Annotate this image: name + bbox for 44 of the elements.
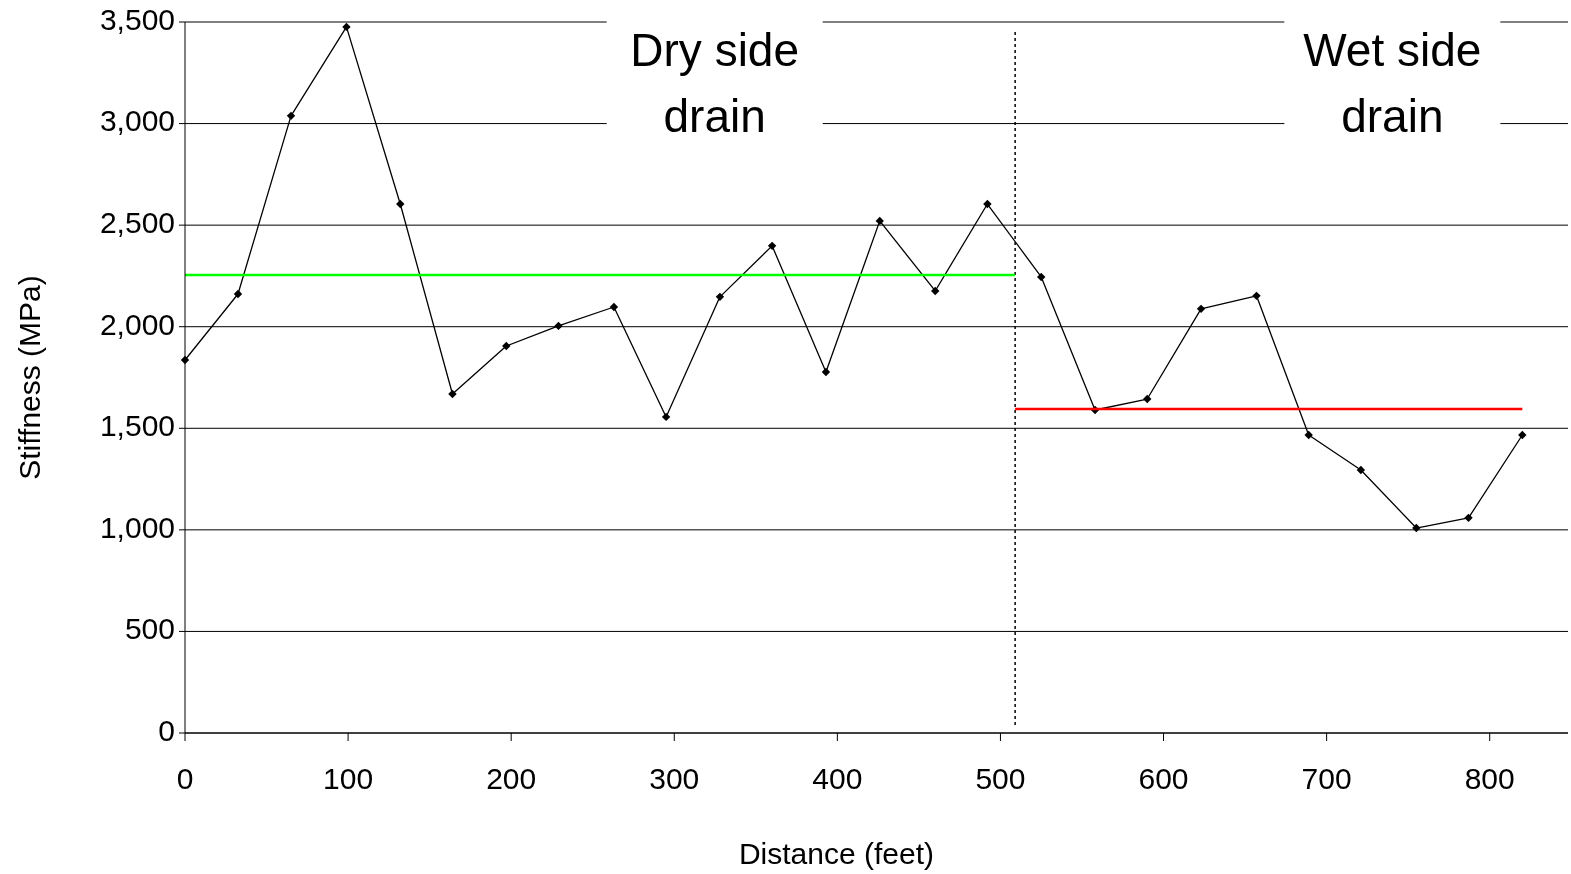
y-tick-label: 2,000 (99, 307, 175, 341)
point (1143, 394, 1152, 404)
point (1196, 304, 1206, 314)
x-tick-label: 400 (812, 762, 863, 795)
point (983, 199, 992, 209)
x-tick-label: 100 (323, 762, 374, 795)
point (715, 292, 725, 302)
x-axis-title: Distance (feet) (738, 837, 935, 870)
x-tick-label: 500 (975, 762, 1026, 795)
point (661, 412, 671, 422)
annotation: Dry side drain (630, 24, 800, 143)
y-tick-label: 1,000 (99, 510, 175, 544)
point (931, 286, 940, 296)
point (1037, 272, 1046, 282)
point (821, 367, 831, 377)
y-tick-label: 500 (124, 612, 175, 646)
y-tick-label: 3,500 (99, 2, 175, 36)
x-tick-label: 800 (1464, 762, 1515, 795)
annotation: Wet side drain (1303, 24, 1482, 143)
point (396, 199, 405, 209)
point (1356, 465, 1366, 475)
y-tick-label: 1,500 (99, 409, 175, 443)
point (342, 22, 351, 32)
point (233, 289, 243, 299)
point (1412, 523, 1421, 533)
point (448, 389, 457, 399)
point (609, 302, 619, 312)
y-tick-label: 0 (158, 713, 175, 747)
x-tick-label: 300 (649, 762, 700, 795)
x-tick-label: 200 (486, 762, 537, 795)
x-tick-label: 700 (1301, 762, 1352, 795)
y-axis-title: Stiffness (MPa) (13, 275, 46, 480)
point (1304, 430, 1313, 440)
point (1252, 291, 1261, 301)
x-tick-label: 600 (1138, 762, 1189, 795)
point (767, 241, 777, 251)
point (554, 321, 563, 331)
y-tick-label: 2,500 (99, 206, 175, 240)
point (875, 216, 884, 226)
point (1464, 513, 1473, 523)
point (286, 111, 296, 121)
y-tick-label: 3,000 (99, 104, 175, 138)
point (1518, 430, 1527, 440)
point (502, 341, 511, 351)
